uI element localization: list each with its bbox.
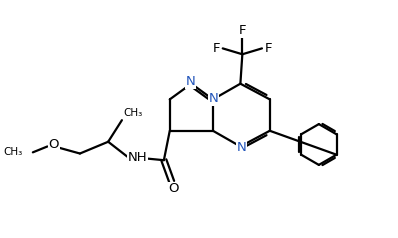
- Text: F: F: [265, 42, 272, 55]
- Text: CH₃: CH₃: [124, 108, 143, 118]
- Text: N: N: [209, 92, 219, 105]
- Text: O: O: [49, 138, 59, 151]
- Text: F: F: [238, 24, 246, 37]
- Text: N: N: [236, 141, 246, 154]
- Text: CH₃: CH₃: [3, 147, 22, 157]
- Text: F: F: [212, 42, 220, 55]
- Text: O: O: [168, 182, 179, 195]
- Text: NH: NH: [127, 151, 147, 164]
- Text: N: N: [186, 75, 195, 88]
